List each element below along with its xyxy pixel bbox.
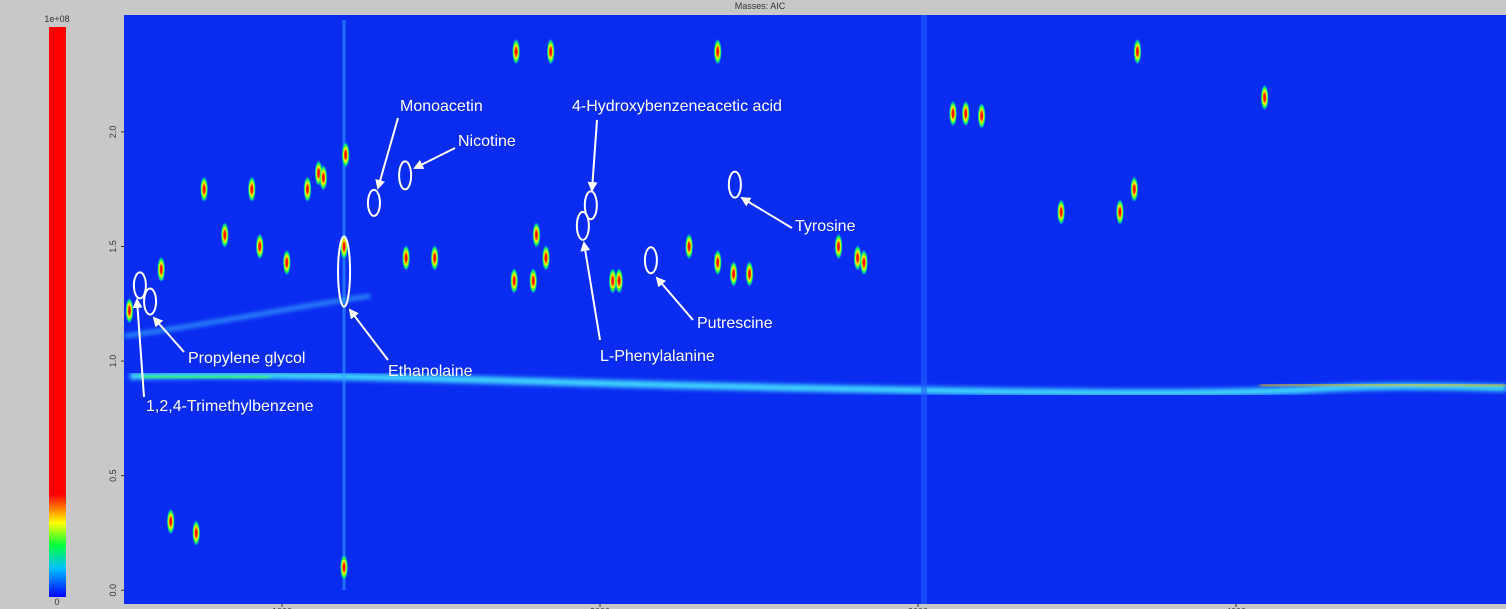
peak — [713, 249, 722, 276]
peak — [247, 176, 256, 203]
peak — [713, 38, 722, 65]
peak — [853, 244, 862, 271]
peak — [615, 267, 624, 294]
y-tick-label: 1.0 — [108, 355, 118, 368]
x-tick-label: 2000 — [590, 606, 610, 609]
y-tick-label: 0.5 — [108, 469, 118, 482]
annotation-arrow — [580, 241, 601, 341]
peak — [303, 176, 312, 203]
peak — [341, 141, 350, 168]
annotation-label: Tyrosine — [795, 218, 856, 235]
peak — [1057, 199, 1066, 226]
peak — [529, 267, 538, 294]
annotation-ring — [643, 246, 658, 275]
annotation-ring — [143, 287, 158, 316]
peak — [546, 38, 555, 65]
peak — [949, 100, 958, 127]
peak — [834, 233, 843, 260]
peak — [977, 102, 986, 129]
peak — [1115, 199, 1124, 226]
peak — [1260, 84, 1269, 111]
peak — [255, 233, 264, 260]
peak — [532, 222, 541, 249]
x-tick-label: 4000 — [1226, 606, 1246, 609]
x-tick-label: 1000 — [272, 606, 292, 609]
peak — [745, 260, 754, 287]
peak — [510, 267, 519, 294]
peak — [961, 100, 970, 127]
y-tick-label: 2.0 — [108, 126, 118, 139]
peak — [402, 244, 411, 271]
peak — [859, 249, 868, 276]
peak — [541, 244, 550, 271]
peak — [1133, 38, 1142, 65]
annotation-arrow — [655, 276, 694, 321]
peak — [220, 222, 229, 249]
peak — [125, 297, 134, 324]
peak — [1130, 176, 1139, 203]
annotation-ring — [337, 235, 352, 308]
peak — [166, 508, 175, 535]
annotation-arrow — [587, 119, 598, 192]
annotation-arrow — [132, 298, 145, 398]
annotation-label: Ethanolaine — [388, 363, 473, 380]
peak — [157, 256, 166, 283]
peak — [200, 176, 209, 203]
annotation-label: 1,2,4-Trimethylbenzene — [146, 398, 314, 415]
peak — [430, 244, 439, 271]
annotation-ring — [398, 160, 413, 191]
annotation-ring — [366, 188, 381, 217]
peak — [512, 38, 521, 65]
plot-area — [124, 15, 1506, 604]
y-tick-label: 1.5 — [108, 240, 118, 253]
annotation-arrow — [375, 117, 399, 190]
peak — [282, 249, 291, 276]
x-tick-label: 3000 — [908, 606, 928, 609]
annotation-arrow — [152, 316, 185, 353]
annotation-label: Propylene glycol — [188, 350, 305, 367]
peak — [608, 267, 617, 294]
annotation-label: Monoacetin — [400, 98, 483, 115]
annotation-label: L-Phenylalanine — [600, 348, 715, 365]
peak — [319, 164, 328, 191]
annotation-arrow — [740, 196, 793, 229]
y-tick-label: 0.0 — [108, 584, 118, 597]
colorbar — [49, 27, 66, 597]
annotation-ring — [575, 210, 590, 241]
annotation-label: Putrescine — [697, 315, 773, 332]
annotation-arrow — [348, 308, 389, 361]
annotation-label: 4-Hydroxybenzeneacetic acid — [572, 98, 782, 115]
annotation-label: Nicotine — [458, 133, 516, 150]
peak — [192, 519, 201, 546]
peak — [340, 554, 349, 581]
colorbar-tick-label: 0 — [54, 597, 59, 607]
peak — [729, 260, 738, 287]
colorbar-tick-label: 1e+08 — [44, 14, 69, 24]
column-bleed — [123, 15, 1506, 604]
peak — [685, 233, 694, 260]
chart-title: Masses: AIC — [735, 1, 786, 11]
annotation-ring — [727, 170, 742, 199]
annotation-arrow — [413, 147, 456, 169]
